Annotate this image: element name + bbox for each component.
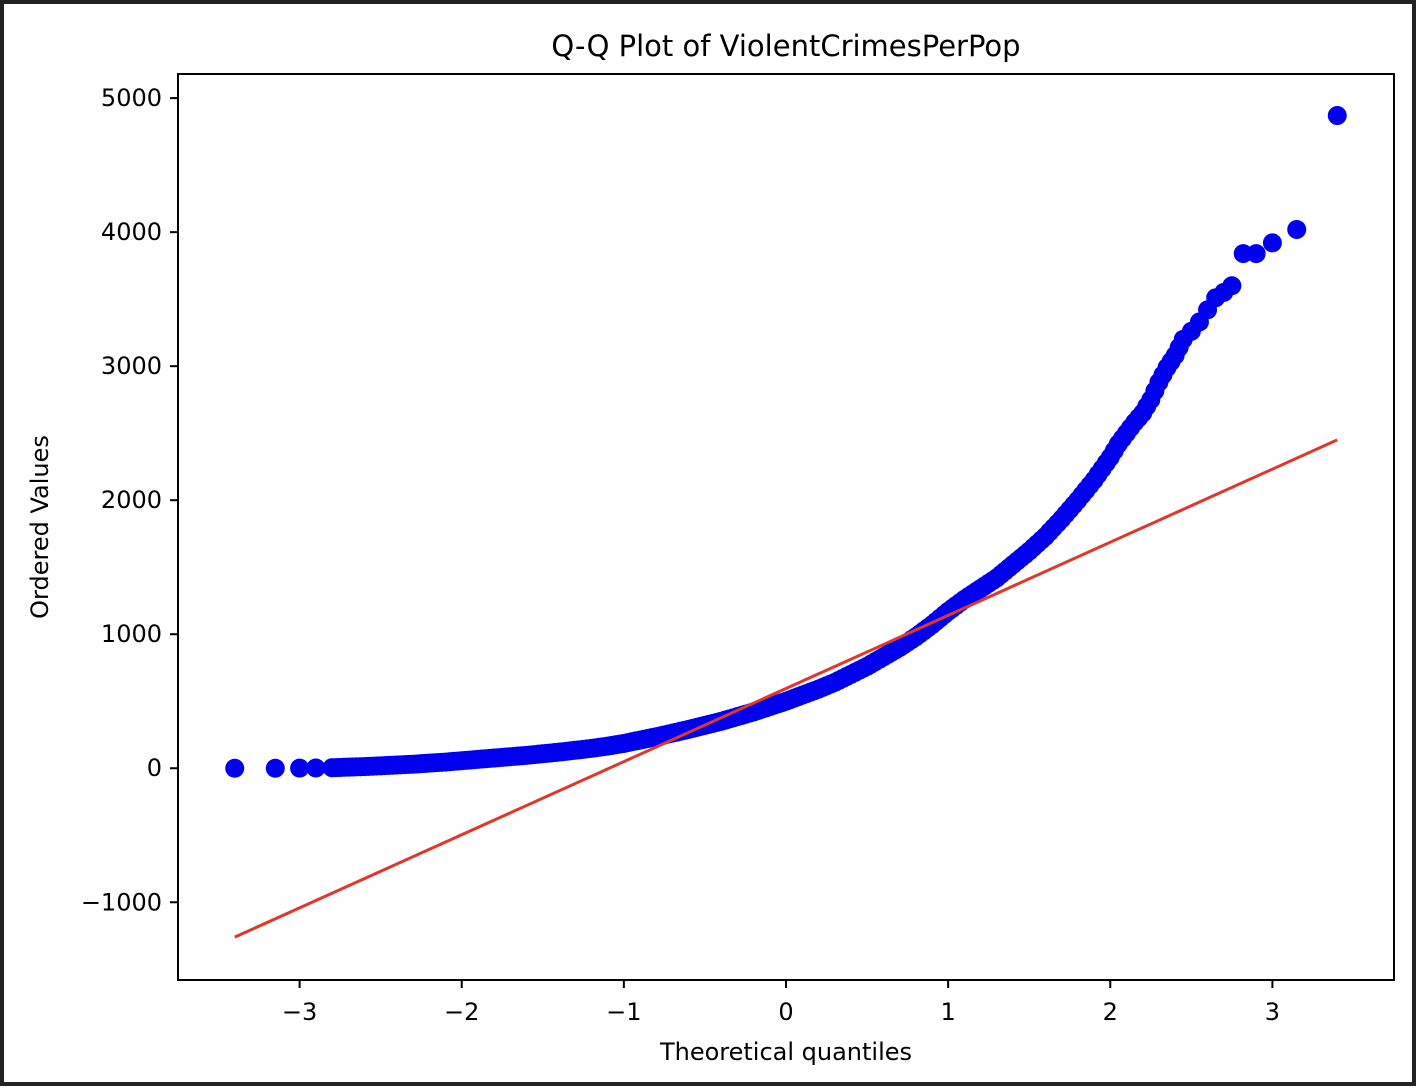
data-point [1327,106,1347,126]
y-tick-label: 4000 [101,218,162,246]
y-axis-ticks: −1000 0 1000 2000 3000 4000 5000 [81,84,178,916]
y-tick-label: 1000 [101,620,162,648]
fit-line [234,438,1338,939]
x-axis-label: Theoretical quantiles [659,1038,912,1066]
fit-line-group [234,438,1338,939]
x-tick-label: 1 [940,998,955,1026]
data-point [290,758,310,778]
plot-area-frame [177,73,1395,981]
scatter-points [225,106,1347,778]
data-point [306,758,326,778]
y-axis-label: Ordered Values [26,435,54,619]
qq-plot-chart: Q-Q Plot of ViolentCrimesPerPop −3 −2 −1 0 1… [26,29,1395,1066]
data-point [265,758,285,778]
x-tick-label: −1 [606,998,641,1026]
x-tick-label: 0 [778,998,793,1026]
data-point [1287,219,1307,239]
data-point [1222,276,1242,296]
data-point [225,758,245,778]
y-tick-label: 2000 [101,486,162,514]
x-axis-ticks: −3 −2 −1 0 1 2 3 [282,980,1280,1026]
x-tick-label: −2 [444,998,479,1026]
y-tick-label: 3000 [101,352,162,380]
y-tick-label: 0 [147,754,162,782]
data-point [1262,233,1282,253]
y-tick-label: −1000 [81,888,162,916]
x-tick-label: 3 [1265,998,1280,1026]
x-tick-label: −3 [282,998,317,1026]
data-point [1246,244,1266,264]
chart-title: Q-Q Plot of ViolentCrimesPerPop [551,29,1020,63]
x-tick-label: 2 [1103,998,1118,1026]
y-tick-label: 5000 [101,84,162,112]
